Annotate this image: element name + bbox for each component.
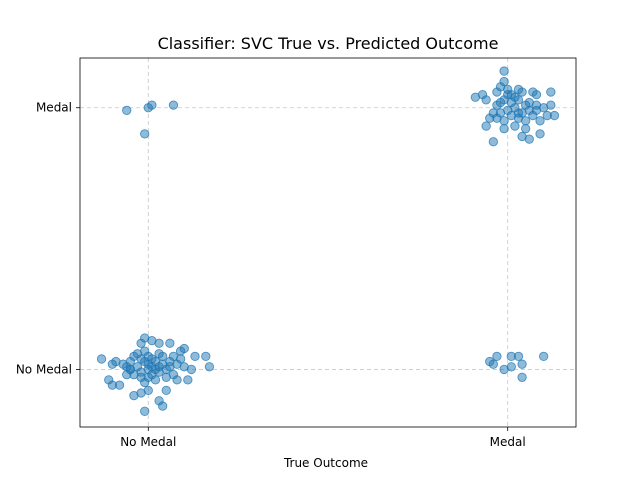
scatter-point [183, 375, 193, 385]
scatter-point [201, 351, 211, 361]
scatter-point [204, 362, 215, 372]
x-tick-label: No Medal [120, 435, 176, 449]
scatter-point [521, 124, 531, 134]
scatter-point [517, 372, 527, 382]
scatter-point [539, 351, 549, 361]
scatter-point [524, 134, 534, 144]
scatter-point [143, 385, 153, 396]
scatter-point [114, 380, 125, 390]
scatter-point [506, 362, 516, 372]
chart-title: Classifier: SVC True vs. Predicted Outco… [158, 34, 499, 53]
scatter-point [481, 121, 491, 131]
scatter-point [168, 100, 179, 110]
scatter-point [161, 385, 171, 396]
scatter-point [158, 401, 168, 411]
scatter-point [168, 351, 179, 361]
scatter-point [172, 375, 182, 385]
scatter-point [517, 87, 527, 97]
scatter-point [158, 351, 168, 361]
scatter-point [96, 354, 107, 364]
x-axis-label: True Outcome [283, 456, 368, 470]
scatter-point [492, 351, 502, 361]
scatter-point [499, 124, 509, 134]
scatter-point [165, 338, 175, 348]
scatter-point [481, 95, 491, 105]
scatter-point [122, 370, 132, 380]
y-axis-ticks: No Medal Medal [16, 101, 80, 376]
scatter-point [503, 89, 513, 100]
scatter-point [140, 406, 150, 416]
x-tick-label: Medal [490, 435, 526, 449]
scatter-point [535, 116, 545, 126]
scatter-point [499, 66, 509, 76]
scatter-point [492, 113, 502, 123]
plot-frame [79, 57, 577, 428]
scatter-point [546, 100, 556, 110]
scatter-point [513, 108, 524, 118]
scatter-point [147, 100, 157, 110]
y-tick-label: Medal [36, 101, 72, 115]
scatter-point [179, 343, 189, 354]
scatter-point [513, 351, 524, 361]
scatter-point [517, 359, 527, 369]
scatter-point [510, 121, 520, 131]
scatter-point [549, 110, 560, 121]
scatter-point [546, 87, 556, 97]
scatter-point [499, 76, 509, 87]
scatter-point [186, 364, 197, 375]
scatter-point [521, 116, 531, 126]
data-points [96, 66, 560, 416]
scatter-point [488, 137, 498, 147]
scatter-point [154, 338, 164, 348]
scatter-point [531, 89, 542, 100]
scatter-point [122, 105, 132, 115]
scatter-point [143, 372, 153, 382]
scatter-point [140, 129, 150, 139]
scatter-point [190, 351, 200, 361]
scatter-point [535, 129, 545, 139]
scatter-point [488, 359, 498, 369]
x-axis-ticks: No Medal Medal [120, 427, 526, 449]
y-tick-label: No Medal [16, 362, 72, 376]
